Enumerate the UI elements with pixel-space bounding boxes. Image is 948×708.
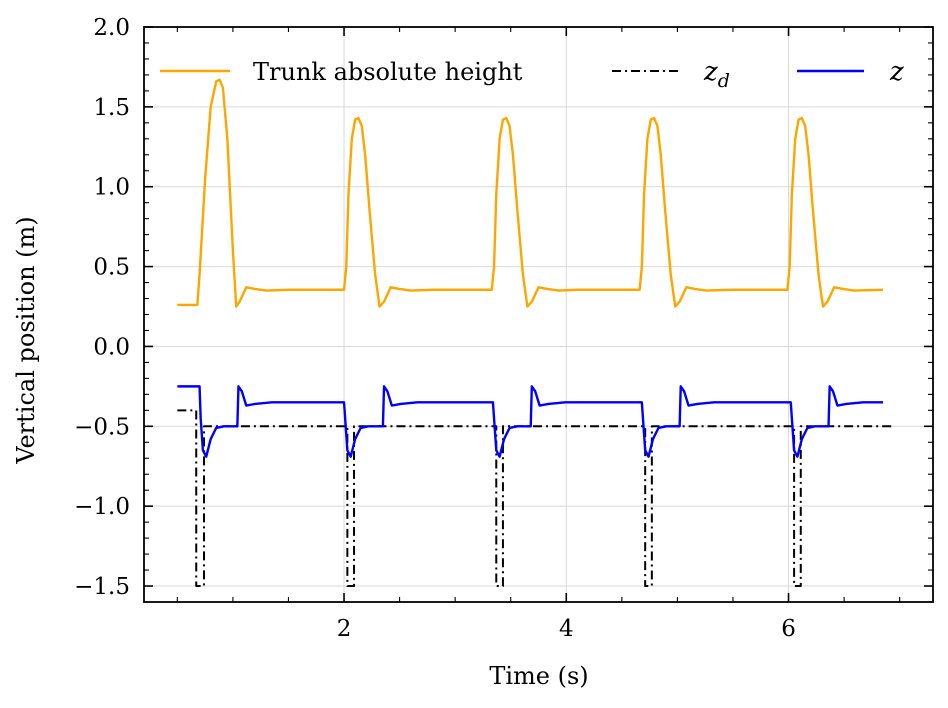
legend-label-2: zd — [703, 57, 730, 92]
y-tick-label: −1.0 — [74, 494, 130, 520]
y-tick-label: −1.5 — [74, 574, 130, 600]
legend-subscript: d — [718, 70, 730, 92]
series-line-1 — [177, 78, 884, 308]
legend-label-3: z — [889, 57, 904, 87]
y-tick-label: 0.0 — [93, 334, 130, 360]
y-axis-label: Vertical position (m) — [12, 216, 40, 464]
x-tick-label: 4 — [559, 616, 574, 642]
y-tick-label: 1.0 — [93, 175, 130, 201]
axes-frame: 2 4 6 −1.5 −1.0 −0.5 0.0 0.5 1.0 1.5 2.0 — [74, 15, 934, 642]
y-tick-label: 1.5 — [93, 95, 130, 121]
x-tick-label: 6 — [781, 616, 796, 642]
series-line-2 — [177, 409, 895, 588]
series-group — [177, 78, 895, 588]
y-tick-label: 2.0 — [93, 15, 130, 41]
series-line-3 — [177, 385, 883, 458]
plot-frame — [143, 26, 934, 603]
x-axis-label: Time (s) — [489, 662, 588, 690]
y-tick-label: 0.5 — [93, 255, 130, 281]
grid — [144, 26, 933, 602]
legend-label-1: Trunk absolute height — [253, 58, 523, 86]
x-tick-label: 2 — [337, 616, 352, 642]
legend: Trunk absolute height zd z — [160, 57, 904, 92]
y-tick-label: −0.5 — [74, 414, 130, 440]
